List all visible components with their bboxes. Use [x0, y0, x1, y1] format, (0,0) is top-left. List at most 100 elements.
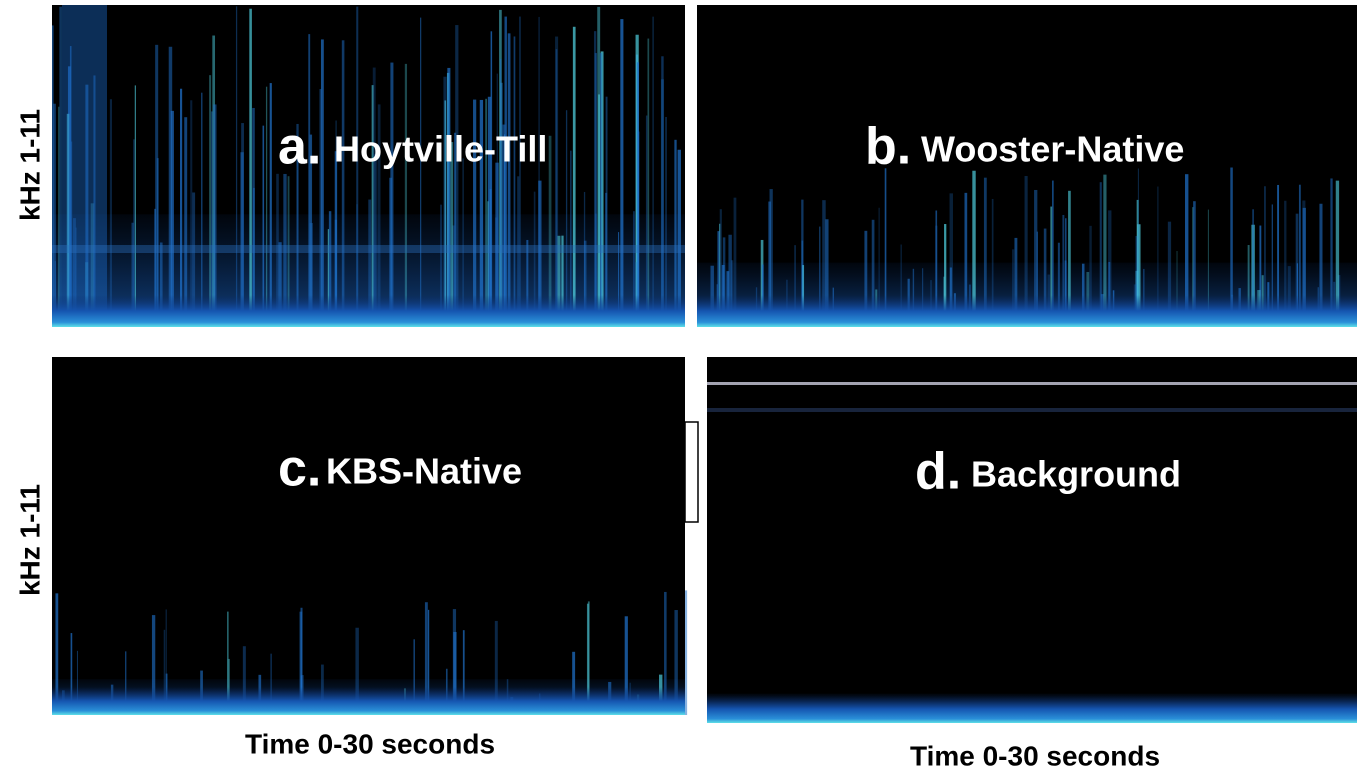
noise-streak: [485, 98, 487, 328]
noise-streak: [270, 653, 272, 715]
noise-streak: [159, 242, 163, 327]
noise-streak: [674, 610, 678, 715]
noise-streak: [935, 225, 938, 327]
noise-streak: [309, 134, 313, 327]
noise-streak: [1034, 189, 1038, 327]
noise-streak: [93, 75, 96, 327]
noise-streak: [1252, 209, 1255, 327]
noise-streak: [335, 120, 337, 328]
noise-streak: [1167, 221, 1172, 327]
noise-streak: [184, 117, 188, 327]
noise-streak: [719, 223, 721, 327]
noise-streak: [555, 36, 559, 328]
noise-streak: [964, 192, 968, 327]
noise-streak: [73, 218, 76, 327]
noise-streak: [599, 53, 603, 327]
noise-streak: [768, 201, 772, 327]
panel-letter: d.: [915, 443, 961, 501]
noise-streak: [1135, 235, 1138, 327]
noise-streak: [55, 593, 59, 715]
noise-floor: [707, 695, 1357, 723]
noise-streak: [565, 110, 568, 327]
noise-streak: [561, 235, 564, 327]
noise-streak: [473, 99, 477, 327]
noise-streak: [85, 262, 89, 327]
noise-streak: [583, 191, 586, 327]
noise-streak: [308, 34, 311, 327]
panel-name: Hoytville-Till: [334, 129, 547, 170]
noise-streak: [319, 89, 322, 327]
noise-streak: [1012, 249, 1015, 327]
panel-name: Wooster-Native: [921, 129, 1184, 170]
spectrogram: [707, 357, 1357, 723]
noise-streak: [598, 94, 600, 327]
noise-streak: [1302, 207, 1306, 327]
noise-streak: [355, 627, 359, 715]
noise-streak: [109, 99, 113, 328]
spectrogram: [52, 357, 685, 715]
noise-streak: [1137, 168, 1139, 327]
panel-letter: c.: [278, 440, 321, 498]
noise-streak: [1192, 207, 1194, 327]
noise-streak: [1036, 231, 1039, 327]
noise-streak: [1052, 180, 1054, 327]
noise-streak: [719, 209, 722, 327]
noise-streak: [664, 591, 667, 715]
noise-streak: [819, 226, 821, 327]
noise-streak: [52, 25, 54, 327]
x-axis-label: Time 0-30 seconds: [910, 740, 1160, 771]
noise-streak: [265, 86, 268, 327]
noise-streak: [636, 62, 640, 327]
noise-streak: [717, 231, 720, 327]
noise-streak: [377, 104, 381, 328]
noise-streak: [296, 135, 299, 327]
noise-streak: [300, 607, 303, 715]
noise-streak: [372, 67, 376, 327]
noise-streak: [452, 225, 455, 327]
panel-letter: a.: [278, 118, 321, 176]
noise-streak: [85, 84, 89, 328]
noise-streak: [209, 75, 212, 327]
noise-streak: [600, 51, 604, 327]
noise-streak: [170, 110, 174, 327]
y-axis-label: kHz 1-11: [14, 109, 45, 221]
noise-streak: [634, 262, 637, 327]
noise-streak: [822, 200, 826, 327]
noise-streak: [356, 204, 358, 327]
noise-streak: [878, 207, 880, 327]
noise-streak: [684, 590, 688, 715]
noise-streak: [507, 33, 511, 327]
noise-streak: [296, 123, 299, 327]
noise-streak: [490, 31, 493, 327]
noise-streak: [1284, 200, 1287, 327]
noise-streak: [151, 615, 156, 715]
noise-streak: [494, 620, 498, 715]
noise-streak: [538, 180, 542, 327]
noise-streak: [1108, 261, 1111, 327]
noise-streak: [90, 203, 95, 327]
noise-streak: [593, 31, 597, 327]
panels: a. Hoytville-Till b. Wooster-Native c. KBS-Na…: [52, 5, 1357, 723]
noise-streak: [677, 149, 681, 327]
noise-streak: [587, 601, 590, 715]
noise-streak: [665, 116, 667, 328]
noise-streak: [730, 260, 734, 327]
noise-streak: [54, 261, 56, 327]
noise-streak: [252, 187, 255, 327]
noise-streak: [133, 139, 135, 327]
noise-streak: [424, 602, 428, 715]
noise-streak: [991, 198, 994, 327]
noise-streak: [1319, 203, 1323, 327]
noise-streak: [674, 139, 677, 327]
noise-streak: [983, 177, 987, 327]
noise-streak: [210, 111, 213, 327]
noise-streak: [283, 173, 287, 327]
noise-streak: [884, 168, 887, 327]
noise-floor: [52, 295, 685, 327]
noise-streak: [165, 609, 167, 715]
noise-streak: [1207, 209, 1209, 327]
noise-streak: [447, 67, 451, 328]
noise-band: [707, 382, 1357, 385]
noise-streak: [1271, 204, 1273, 327]
noise-streak: [624, 616, 628, 715]
